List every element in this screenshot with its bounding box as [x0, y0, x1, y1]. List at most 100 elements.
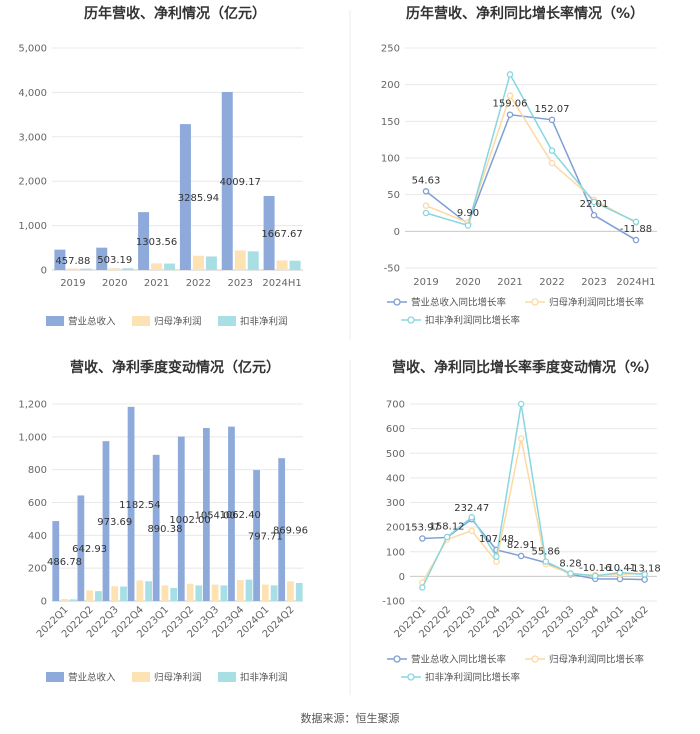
bar [109, 268, 121, 270]
data-point [616, 569, 624, 576]
data-point [422, 202, 430, 209]
y-tick-label: 200 [381, 80, 400, 91]
y-tick-label: 3,000 [18, 132, 47, 143]
x-tick-label: 2020 [455, 277, 480, 288]
data-label: 973.69 [97, 517, 132, 528]
data-label: 54.63 [412, 175, 441, 186]
data-label: -11.88 [620, 224, 652, 235]
bar [164, 263, 176, 270]
bar [289, 260, 301, 270]
x-tick-label: 2019 [60, 278, 85, 289]
legend-item[interactable]: 归母净利润 [154, 672, 202, 684]
y-tick-label: 100 [381, 154, 400, 165]
chart-title: 营收、净利同比增长率季度变动情况（%） [392, 359, 658, 376]
data-label: 232.47 [454, 503, 489, 514]
legend-marker [393, 298, 401, 306]
data-label: 1667.67 [261, 229, 302, 240]
data-label: 55.86 [532, 547, 561, 558]
y-tick-label: 400 [28, 531, 47, 542]
legend-item[interactable]: 营业总收入同比增长率 [411, 654, 507, 666]
x-tick-label: 2023 [581, 277, 606, 288]
data-label: 22.01 [580, 199, 609, 210]
data-label: 890.38 [147, 524, 182, 535]
data-point [632, 218, 640, 226]
data-point [517, 435, 525, 442]
bar [67, 268, 79, 270]
legend-marker [531, 298, 539, 306]
data-point [506, 111, 514, 118]
data-point [493, 553, 500, 560]
x-tick-label: 2024H1 [616, 277, 655, 288]
legend-swatch [46, 316, 64, 326]
bar [80, 268, 92, 270]
data-label: 158.12 [430, 521, 465, 532]
data-label: 1002.00 [169, 515, 210, 526]
bar [127, 406, 135, 601]
bar [236, 579, 244, 601]
bar [228, 426, 235, 601]
bar [205, 256, 217, 270]
y-tick-label: 50 [387, 190, 400, 201]
data-point [641, 571, 648, 578]
bar [192, 255, 204, 270]
data-label: 153.97 [405, 522, 440, 533]
y-tick-label: 1,000 [18, 221, 47, 232]
legend-item[interactable]: 归母净利润同比增长率 [549, 654, 645, 666]
legend-item[interactable]: 营业总收入 [68, 672, 116, 684]
data-label: -13.18 [629, 564, 661, 575]
data-point [506, 92, 514, 99]
data-label: 3285.94 [178, 193, 219, 204]
data-label: 9.90 [457, 208, 479, 219]
y-tick-label: 200 [28, 564, 47, 575]
data-label: 1303.56 [136, 237, 177, 248]
bar [145, 581, 153, 601]
data-point [517, 552, 525, 560]
bar [220, 585, 228, 601]
legend-item[interactable]: 归母净利润同比增长率 [549, 297, 645, 309]
x-tick-label: 2022 [539, 277, 564, 288]
y-tick-label: 150 [381, 117, 400, 128]
data-label: 159.06 [493, 99, 528, 110]
data-label: 1054.00 [194, 510, 235, 521]
y-tick-label: -50 [384, 264, 400, 275]
bar [96, 247, 108, 270]
y-tick-label: 250 [381, 44, 400, 55]
data-point [548, 159, 556, 167]
x-tick-label: 2020 [102, 278, 127, 289]
legend-item[interactable]: 归母净利润 [154, 316, 202, 328]
bar [122, 268, 134, 270]
data-point [632, 236, 640, 244]
data-label: 1182.54 [119, 500, 160, 511]
data-point [542, 558, 550, 565]
data-point [422, 188, 430, 195]
bar [287, 581, 294, 601]
chart-title: 历年营收、净利情况（亿元） [84, 5, 266, 22]
legend-swatch [132, 672, 150, 682]
data-label: 1062.40 [220, 510, 261, 521]
x-tick-label: 2023 [228, 278, 253, 289]
x-tick-label: 2021 [144, 278, 169, 289]
legend-item[interactable]: 扣非净利润 [240, 672, 288, 684]
legend-item[interactable]: 营业总收入 [68, 316, 116, 328]
x-tick-label: 2022 [186, 278, 211, 289]
bar [77, 495, 85, 601]
y-tick-label: 400 [386, 473, 405, 484]
bar [86, 590, 94, 601]
bar [177, 436, 185, 601]
series-line [421, 403, 645, 588]
bar [263, 195, 275, 270]
legend-marker [407, 673, 415, 681]
data-label: 457.88 [55, 256, 90, 267]
legend-item[interactable]: 营业总收入同比增长率 [411, 297, 507, 309]
y-tick-label: 500 [386, 449, 405, 460]
bar [161, 585, 169, 601]
legend-item[interactable]: 扣非净利润同比增长率 [425, 315, 521, 327]
bar [186, 583, 194, 601]
legend-item[interactable]: 扣非净利润同比增长率 [425, 672, 521, 684]
data-label: 503.19 [97, 255, 132, 266]
bar [102, 441, 110, 601]
y-tick-label: -100 [382, 597, 405, 608]
data-point [548, 147, 556, 154]
y-tick-label: 600 [386, 424, 405, 435]
legend-item[interactable]: 扣非净利润 [240, 316, 288, 328]
